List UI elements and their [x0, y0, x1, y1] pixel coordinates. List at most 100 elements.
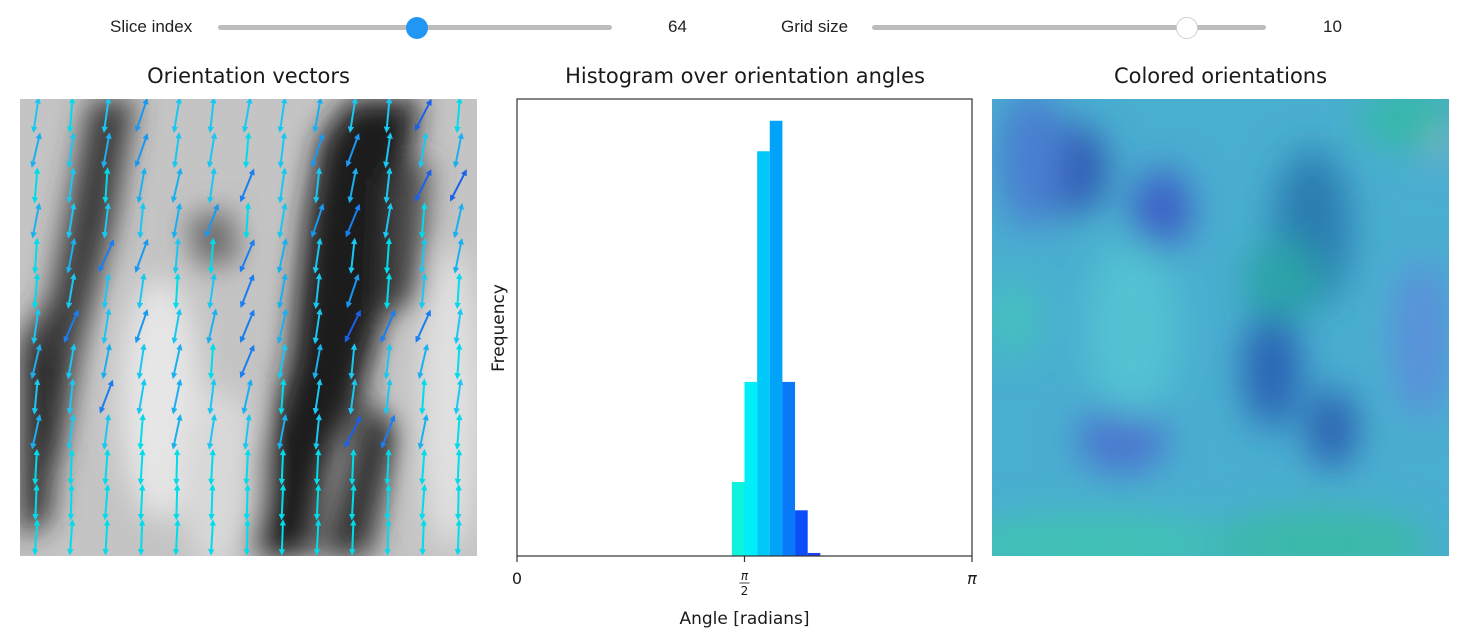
orientation-arrow [137, 413, 146, 450]
orientation-arrow [345, 203, 361, 238]
orientation-arrow [100, 343, 112, 380]
orientation-arrow [32, 484, 40, 521]
orientation-arrow [31, 519, 41, 556]
orientation-arrow [419, 202, 428, 239]
orientation-arrow [207, 167, 217, 204]
histogram-chart: 0 π2π Angle [radians] Frequency [489, 98, 977, 629]
orientation-arrow [383, 237, 393, 274]
orientation-arrow [171, 99, 182, 133]
orientation-arrow [278, 378, 287, 415]
orientation-arrow [242, 132, 252, 169]
orientation-arrow [134, 308, 149, 344]
orientation-arrow [277, 132, 288, 169]
orientation-vectors-title: Orientation vectors [147, 64, 350, 88]
orientation-arrow [101, 99, 112, 134]
orientation-arrow [98, 239, 115, 273]
histogram-bar-1 [744, 381, 758, 556]
orientation-arrow [383, 343, 393, 380]
orientation-arrow [66, 413, 76, 450]
orientation-arrow [312, 237, 323, 274]
orientation-arrow [313, 413, 322, 450]
orientation-arrow [102, 448, 111, 486]
histogram-xlabel: Angle [radians] [679, 609, 809, 629]
histogram-bar-0 [731, 482, 745, 556]
orientation-arrow [384, 484, 392, 521]
orientation-arrow [310, 132, 325, 168]
orientation-arrow [171, 202, 183, 239]
slice-index-slider-thumb[interactable] [405, 17, 428, 39]
orientation-arrow [134, 133, 149, 168]
orientation-arrow [30, 132, 42, 168]
orientation-arrow [208, 519, 216, 556]
grid-size-slider-thumb[interactable] [1176, 17, 1199, 39]
orientation-arrow [454, 272, 463, 310]
orientation-arrow [414, 99, 432, 132]
orientation-arrow [348, 237, 358, 274]
orientation-arrow [239, 274, 255, 308]
histogram-ylabel: Frequency [489, 284, 509, 372]
orientation-arrow [277, 343, 288, 380]
orientation-arrow [347, 167, 359, 204]
orientation-arrow [313, 167, 323, 204]
grid-size-label: Grid size [781, 17, 849, 36]
orientation-arrow [65, 343, 77, 380]
orientation-arrow [452, 202, 465, 239]
orientation-arrow [172, 519, 181, 556]
orientation-arrow [454, 519, 463, 556]
slice-index-value: 64 [668, 17, 687, 36]
orientation-arrow [450, 169, 467, 202]
orientation-arrow [415, 169, 432, 202]
orientation-arrow [243, 484, 251, 521]
orientation-arrow [101, 132, 112, 169]
x-tick-label-2: π [967, 569, 977, 588]
orientation-arrow [313, 272, 323, 310]
histogram-bar-3 [769, 120, 783, 556]
orientation-arrow [239, 309, 255, 344]
orientation-arrow [101, 272, 112, 310]
orientation-arrows [30, 99, 467, 556]
orientation-arrow [134, 99, 149, 133]
orientation-arrow [347, 99, 358, 133]
orientation-arrow [137, 202, 146, 239]
orientation-arrow [419, 519, 427, 556]
orientation-arrow [243, 519, 251, 556]
orientation-arrow [310, 203, 325, 238]
orientation-arrow [454, 448, 463, 486]
orientation-arrow [241, 378, 253, 415]
orientation-arrow [313, 519, 322, 556]
orientation-arrow [346, 273, 360, 309]
orientation-arrow [30, 202, 42, 239]
orientation-arrow [207, 378, 217, 415]
orientation-arrow [417, 343, 430, 380]
orientation-arrow [66, 132, 76, 169]
orientation-arrow [349, 448, 357, 486]
grid-size-slider-track[interactable] [872, 25, 1266, 30]
histogram-title: Histogram over orientation angles [565, 64, 925, 88]
orientation-arrow [207, 237, 217, 274]
orientation-arrow [30, 414, 42, 450]
orientation-arrow [239, 239, 255, 273]
orientation-arrow [171, 132, 182, 169]
orientation-arrow [137, 448, 146, 486]
orientation-arrow [241, 99, 253, 133]
orientation-arrow [31, 167, 41, 204]
orientation-arrow [276, 308, 289, 344]
orientation-arrow [170, 167, 183, 204]
colored-orientations-plot [992, 99, 1449, 556]
orientation-arrow [243, 202, 252, 239]
orientation-arrow [173, 484, 181, 521]
orientation-arrow [312, 343, 323, 380]
orientation-arrow [276, 238, 289, 274]
orientation-arrow [208, 484, 216, 521]
orientation-arrow [32, 237, 40, 274]
orientation-arrow [242, 413, 252, 450]
orientation-arrow [277, 273, 288, 309]
orientation-arrow [383, 167, 393, 204]
orientation-vectors-image [20, 99, 477, 556]
x-tick-label-0: 0 [512, 569, 522, 588]
orientation-arrow [136, 378, 147, 415]
orientation-arrow [99, 379, 114, 414]
orientation-arrow [207, 99, 217, 134]
orientation-arrow [453, 378, 464, 415]
histogram-x-ticks: 0 π2π [512, 556, 977, 598]
